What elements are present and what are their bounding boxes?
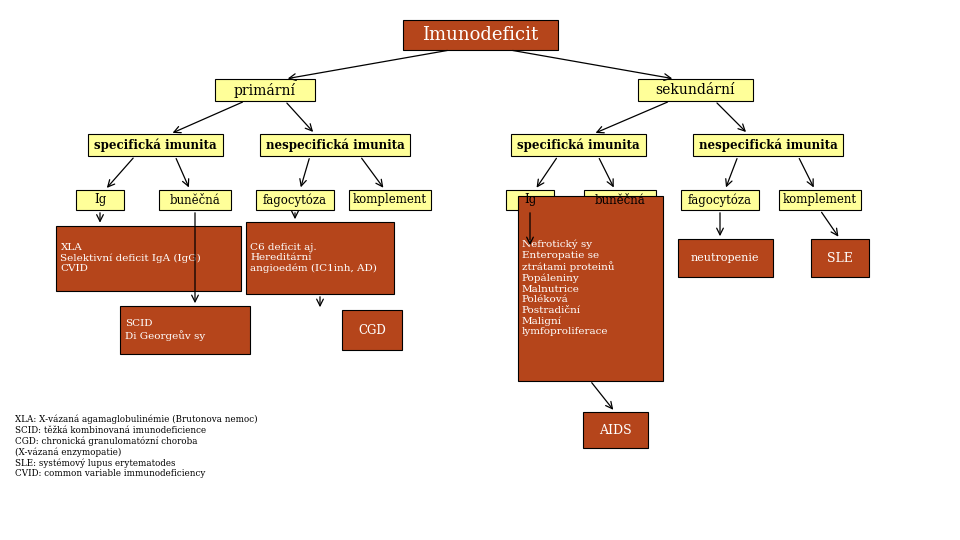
FancyBboxPatch shape: [811, 239, 869, 277]
Text: komplement: komplement: [353, 193, 427, 206]
Text: sekundární: sekundární: [656, 83, 734, 97]
FancyBboxPatch shape: [246, 222, 394, 294]
FancyBboxPatch shape: [583, 412, 647, 448]
Text: XLA: X-vázaná agamaglobulinémie (Brutonova nemoc)
SCID: těžká kombinovaná imunod: XLA: X-vázaná agamaglobulinémie (Brutono…: [15, 415, 257, 478]
FancyBboxPatch shape: [56, 226, 241, 291]
FancyBboxPatch shape: [349, 190, 431, 210]
FancyBboxPatch shape: [256, 190, 334, 210]
Text: Ig: Ig: [94, 193, 107, 206]
FancyBboxPatch shape: [87, 134, 223, 156]
FancyBboxPatch shape: [76, 190, 124, 210]
Text: nespecifická imunita: nespecifická imunita: [699, 138, 837, 152]
Text: buněčná: buněčná: [170, 193, 221, 206]
Text: Nefrotický sy
Enteropatie se
ztrátami proteinů
Popáleniny
Malnutrice
Poléková
Po: Nefrotický sy Enteropatie se ztrátami pr…: [521, 240, 614, 336]
FancyBboxPatch shape: [637, 79, 753, 101]
Text: specifická imunita: specifická imunita: [516, 138, 639, 152]
FancyBboxPatch shape: [511, 134, 645, 156]
FancyBboxPatch shape: [402, 20, 558, 50]
Text: Imunodeficit: Imunodeficit: [421, 26, 539, 44]
Text: komplement: komplement: [783, 193, 857, 206]
Text: C6 deficit aj.
Hereditární
angioedém (IC1inh, AD): C6 deficit aj. Hereditární angioedém (IC…: [250, 243, 377, 273]
FancyBboxPatch shape: [681, 190, 759, 210]
Text: nespecifická imunita: nespecifická imunita: [266, 138, 404, 152]
FancyBboxPatch shape: [693, 134, 843, 156]
FancyBboxPatch shape: [584, 190, 656, 210]
Text: XLA
Selektivní deficit IgA (IgG)
CVID: XLA Selektivní deficit IgA (IgG) CVID: [60, 243, 202, 273]
FancyBboxPatch shape: [678, 239, 773, 277]
FancyBboxPatch shape: [517, 195, 662, 381]
Text: AIDS: AIDS: [599, 423, 632, 436]
FancyBboxPatch shape: [120, 306, 250, 354]
Text: Ig: Ig: [524, 193, 536, 206]
Text: specifická imunita: specifická imunita: [94, 138, 216, 152]
Text: fagocytóza: fagocytóza: [263, 193, 327, 207]
Text: CGD: CGD: [358, 323, 386, 336]
FancyBboxPatch shape: [260, 134, 410, 156]
Text: buněčná: buněčná: [594, 193, 645, 206]
Text: SCID
Di Georgeův sy: SCID Di Georgeův sy: [125, 319, 205, 341]
Text: fagocytóza: fagocytóza: [688, 193, 752, 207]
FancyBboxPatch shape: [779, 190, 861, 210]
Text: neutropenie: neutropenie: [691, 253, 759, 263]
Text: primární: primární: [234, 83, 296, 98]
FancyBboxPatch shape: [215, 79, 315, 101]
Text: SLE: SLE: [828, 252, 852, 265]
FancyBboxPatch shape: [506, 190, 554, 210]
FancyBboxPatch shape: [159, 190, 231, 210]
FancyBboxPatch shape: [342, 310, 402, 350]
